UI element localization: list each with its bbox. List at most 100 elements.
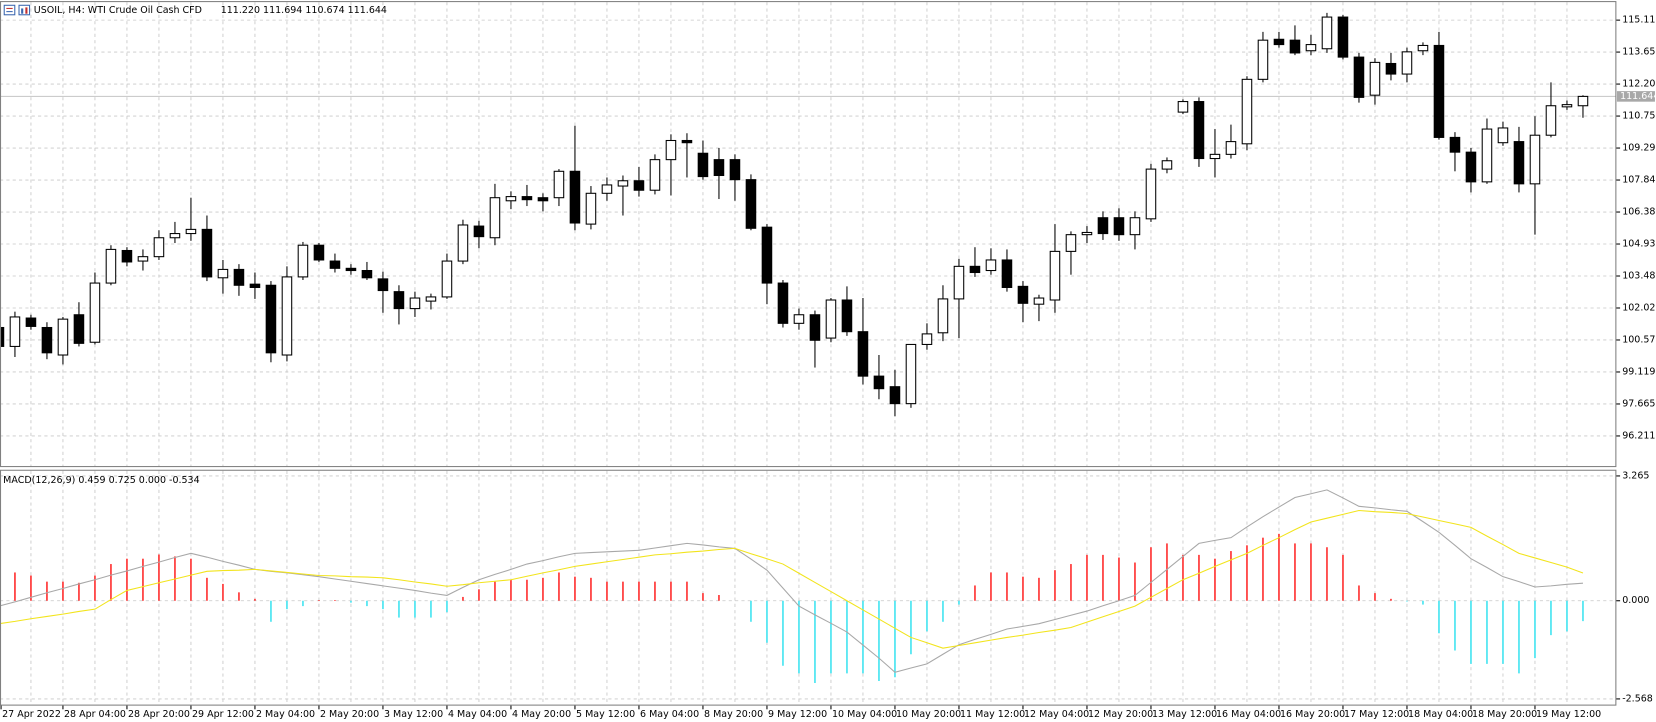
indicator-line [0,509,1584,649]
x-tick-label: 6 May 04:00 [640,709,699,720]
candle-body [777,282,789,324]
candle-body [1369,61,1381,96]
candle-body [249,283,261,288]
x-tick-label: 2 May 04:00 [256,709,315,720]
candle-body [105,248,117,284]
icon[interactable] [3,4,16,16]
x-tick-label: 3 May 12:00 [384,709,443,720]
candle-body [1225,141,1237,155]
indicator-title: MACD(12,26,9) 0.459 0.725 0.000 -0.534 [3,475,200,486]
candle-body [121,249,133,263]
x-tick-label: 19 May 12:00 [1536,709,1601,720]
candle-body [809,314,821,341]
candle-body [1001,259,1013,288]
candle-body [361,269,373,279]
y-tick-label: 103.481 [1622,271,1656,282]
y-tick-label: 115.111 [1622,15,1656,26]
candle-body [1129,217,1141,236]
candle-body [473,225,485,238]
candle-body [297,244,309,278]
x-tick-label: 27 Apr 2022 [2,709,61,720]
candle-body [825,299,837,339]
candle-body [185,228,197,235]
candle-body [377,278,389,292]
panel-frame [0,469,1617,706]
x-tick-label: 18 May 20:00 [1472,709,1537,720]
candle-body [345,267,357,272]
candle-body [1449,136,1461,153]
y-tick-label: 113.659 [1622,47,1656,58]
candle-body [953,265,965,300]
x-tick-label: 16 May 04:00 [1216,709,1281,720]
candle-body [1305,44,1317,52]
candle-body [793,314,805,324]
candle-body [649,159,661,191]
ohlc-label: 111.220 111.694 110.674 111.644 [221,5,387,16]
candle-body [489,197,501,239]
candle-body [905,343,917,405]
y-tick-label: 96.211 [1622,430,1655,441]
candle-body [1577,95,1589,107]
candle-body [1401,51,1413,75]
candle-body [633,180,645,191]
candle-body [1497,127,1509,144]
panel-frame [0,1,1617,468]
candle-body [665,139,677,161]
y-tick-label: 107.843 [1622,175,1656,186]
x-tick-label: 16 May 20:00 [1280,709,1345,720]
candle-body [681,139,693,144]
y-tick-label: 112.205 [1622,79,1656,90]
last-price-tag [1616,91,1655,102]
candle-body [1353,56,1365,98]
candle-body [1113,217,1125,236]
candle-body [937,298,949,334]
y-tick-label: 0.000 [1622,595,1649,606]
candle-body [985,259,997,272]
candle-body [201,228,213,278]
candle-body [889,386,901,405]
x-tick-label: 2 May 20:00 [320,709,379,720]
y-tick-label: 110.751 [1622,111,1656,122]
candle-body [713,159,725,177]
candle-body [41,326,53,354]
candle-body [1081,231,1093,236]
candle-body [0,326,5,347]
candle-body [1097,217,1109,235]
candle-body [9,316,21,347]
last-price-label: 111.644 [1620,91,1656,102]
candle-body [841,299,853,333]
candle-body [601,184,613,194]
candle-body [233,268,245,286]
x-tick-label: 10 May 04:00 [832,709,897,720]
candle-body [281,276,293,356]
candle-body [393,291,405,310]
candle-body [1241,78,1253,145]
x-tick-label: 29 Apr 12:00 [192,709,254,720]
icon[interactable] [18,4,31,16]
x-tick-label: 8 May 20:00 [704,709,763,720]
candle-body [697,152,709,178]
candle-body [73,314,85,344]
candle-body [441,260,453,298]
candle-body [425,296,437,302]
icon-bar [21,8,24,14]
y-tick-label: -2.568 [1622,693,1653,704]
candle-body [1321,16,1333,50]
candle-body [1289,39,1301,54]
x-tick-label: 17 May 12:00 [1344,709,1409,720]
candle-body [1417,44,1429,52]
x-tick-label: 11 May 12:00 [960,709,1025,720]
macd-plot [0,489,1584,683]
x-tick-label: 4 May 04:00 [448,709,507,720]
candle-body [1017,285,1029,304]
icon-bar [25,7,28,14]
candle-body [1561,104,1573,108]
candle-body [169,233,181,239]
x-tick-label: 12 May 20:00 [1088,709,1153,720]
candle-body [1145,168,1157,220]
y-tick-label: 109.297 [1622,143,1656,154]
x-tick-label: 4 May 20:00 [512,709,571,720]
x-tick-label: 9 May 12:00 [768,709,827,720]
candle-body [585,192,597,225]
